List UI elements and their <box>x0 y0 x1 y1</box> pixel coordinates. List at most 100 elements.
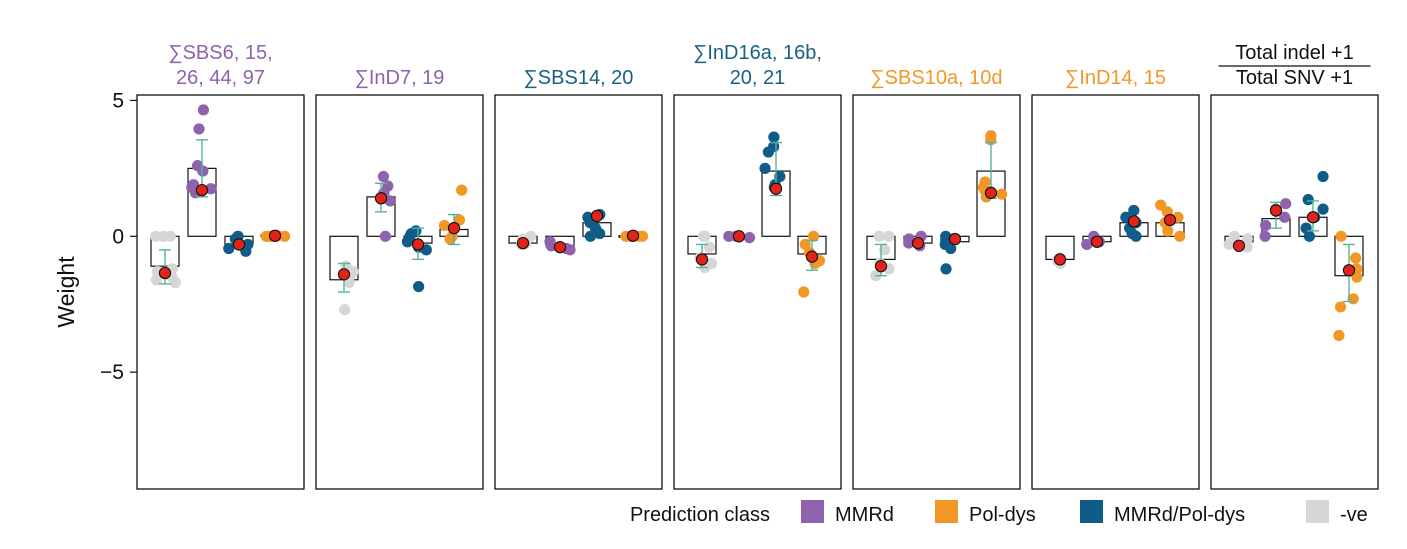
data-point <box>193 123 205 135</box>
mean-marker <box>232 238 246 251</box>
mean-marker <box>805 250 819 263</box>
mean-marker <box>769 182 783 195</box>
group-mmrd <box>544 235 576 256</box>
legend-label: Pol-dys <box>969 504 1036 526</box>
panel-frame <box>136 94 305 490</box>
data-point <box>1174 230 1186 242</box>
mean-marker <box>1232 239 1246 252</box>
data-point <box>879 244 891 256</box>
legend-swatch <box>935 500 958 523</box>
data-point <box>940 263 952 275</box>
data-point <box>197 165 209 177</box>
group-mmrd <box>1081 230 1112 251</box>
mean-marker <box>268 229 282 242</box>
data-point <box>1317 203 1329 215</box>
legend-swatch <box>1306 500 1329 523</box>
panel <box>315 94 484 490</box>
group-poldys <box>797 230 827 298</box>
data-point <box>339 304 351 316</box>
data-point <box>1128 204 1140 217</box>
data-point <box>1335 230 1347 242</box>
data-point <box>807 230 820 242</box>
legend-label: -ve <box>1340 504 1368 526</box>
mean-marker <box>553 241 567 254</box>
data-point <box>723 230 735 242</box>
mean-marker <box>158 266 172 280</box>
data-point <box>1081 238 1093 251</box>
legend-label: MMRd/Pol-dys <box>1114 504 1245 526</box>
mean-marker <box>626 229 640 242</box>
data-point <box>703 241 716 253</box>
panel <box>673 94 842 490</box>
y-axis-title: Weight <box>53 256 79 328</box>
data-point <box>584 230 597 242</box>
data-point <box>1334 301 1347 313</box>
data-point <box>150 274 162 286</box>
mean-marker <box>948 232 962 246</box>
panel <box>1031 94 1200 490</box>
mean-marker <box>1090 235 1104 248</box>
group-poldys <box>618 229 649 242</box>
mean-marker <box>590 209 604 223</box>
data-point <box>768 131 780 143</box>
data-point <box>379 230 391 242</box>
group-ve <box>866 230 896 282</box>
y-tick-label: 5 <box>112 89 124 112</box>
data-point <box>1350 252 1362 264</box>
group-ve <box>150 230 182 289</box>
data-point <box>996 188 1008 200</box>
data-point <box>873 230 885 242</box>
data-point <box>743 232 756 244</box>
group-poldys <box>1155 199 1186 242</box>
mean-marker <box>1342 264 1356 277</box>
legend-label: MMRd <box>835 504 894 526</box>
panel-title-line: ∑SBS14, 20 <box>524 67 634 89</box>
panel-frame <box>494 94 663 490</box>
group-mmrd <box>723 230 756 244</box>
data-point <box>762 146 774 158</box>
panel-title-line: 26, 44, 97 <box>176 67 265 89</box>
data-point <box>1351 271 1363 283</box>
data-point <box>1228 230 1240 242</box>
data-point <box>456 184 468 196</box>
group-poldys <box>976 130 1008 237</box>
data-point <box>444 233 456 245</box>
legend-title: Prediction class <box>630 504 770 526</box>
data-point <box>157 230 169 242</box>
group-mmrd <box>1259 198 1292 242</box>
group-mmrdpoldys <box>1119 204 1149 242</box>
data-point <box>564 244 576 256</box>
data-point <box>1279 211 1291 223</box>
panel-title-line: ∑SBS6, 15, <box>168 42 272 64</box>
data-point <box>1259 230 1271 242</box>
data-point <box>1317 170 1329 183</box>
data-point <box>377 170 390 183</box>
panel <box>1210 94 1379 490</box>
mean-marker <box>874 260 888 273</box>
data-point <box>940 230 952 242</box>
panel-frame <box>315 94 484 490</box>
data-point <box>169 276 182 289</box>
group-poldys <box>1333 230 1364 342</box>
group-mmrdpoldys <box>582 208 612 242</box>
group-mmrdpoldys <box>1298 170 1329 242</box>
mean-marker <box>374 192 388 205</box>
mean-marker <box>984 186 998 199</box>
mean-marker <box>1127 215 1141 228</box>
mean-marker <box>1306 211 1320 224</box>
data-point <box>1260 219 1272 232</box>
group-mmrdpoldys <box>223 230 254 257</box>
panel <box>494 94 663 490</box>
data-point <box>1303 230 1315 242</box>
data-point <box>1130 230 1142 242</box>
panel-frame <box>852 94 1021 490</box>
group-mmrd <box>186 104 217 237</box>
data-point <box>413 280 425 293</box>
mean-marker <box>1269 204 1283 217</box>
data-point <box>438 219 450 232</box>
data-point <box>205 183 217 195</box>
panel <box>852 94 1021 490</box>
panel-frame <box>1031 94 1200 490</box>
mean-marker <box>732 230 746 243</box>
